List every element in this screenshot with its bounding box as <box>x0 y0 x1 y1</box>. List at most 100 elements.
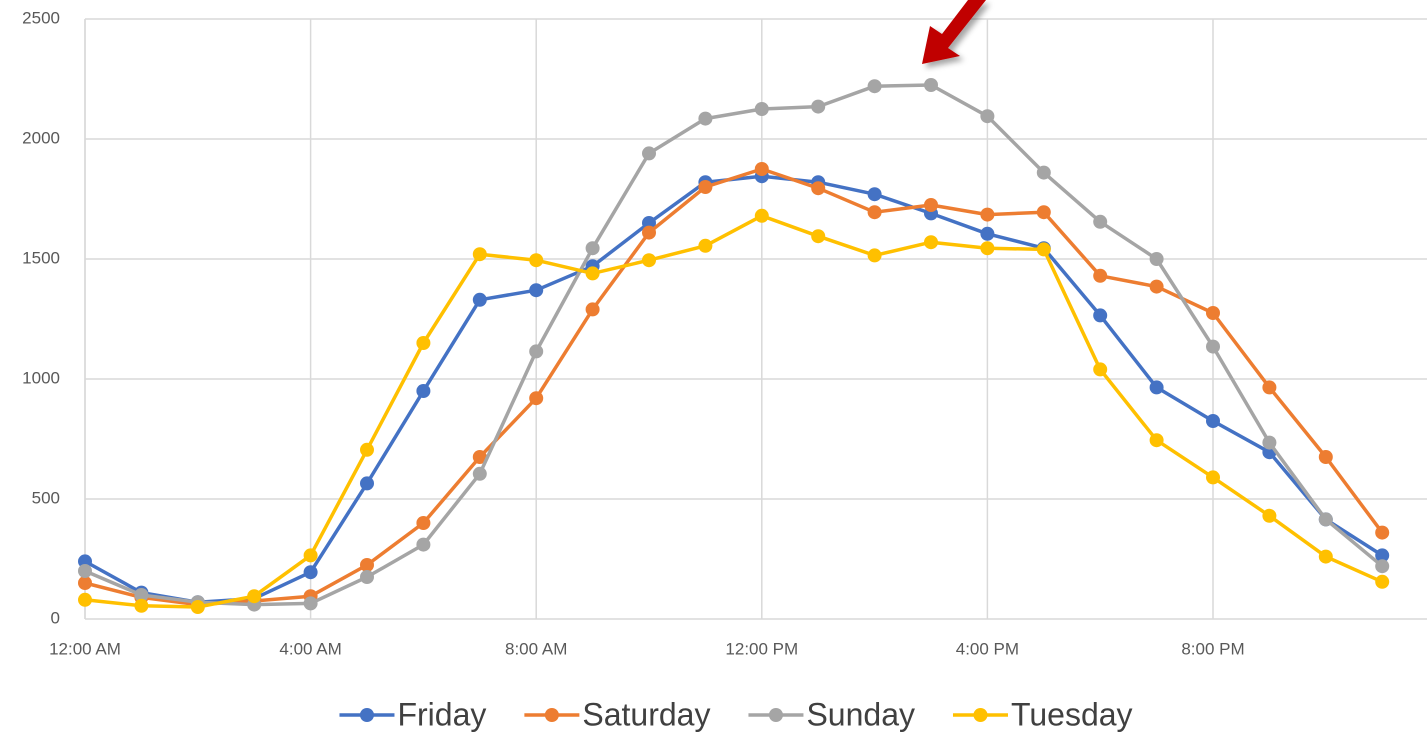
annotation-arrow <box>922 0 986 64</box>
point <box>1206 414 1220 428</box>
point <box>416 516 431 530</box>
x-tick-label: 8:00 AM <box>505 639 567 658</box>
point <box>78 554 92 569</box>
point <box>1149 252 1164 266</box>
legend-marker <box>768 708 783 722</box>
point <box>1375 525 1390 540</box>
point <box>1149 433 1164 448</box>
legend-text: Saturday <box>582 696 710 732</box>
point <box>1036 205 1051 220</box>
legend-marker <box>544 708 559 722</box>
point <box>924 78 938 92</box>
point <box>1262 435 1277 450</box>
point <box>698 180 713 194</box>
point <box>1375 574 1390 589</box>
point <box>924 235 938 250</box>
series-line <box>84 83 1384 607</box>
point <box>698 111 713 126</box>
point <box>303 548 318 563</box>
legend-marker <box>359 708 374 722</box>
point <box>1093 308 1108 323</box>
point <box>867 187 882 202</box>
y-tick-label: 500 <box>32 488 60 507</box>
point <box>303 565 318 580</box>
point <box>303 596 318 611</box>
point <box>190 600 205 614</box>
point <box>529 391 544 406</box>
point <box>585 241 600 256</box>
point <box>360 442 374 457</box>
point <box>134 598 149 613</box>
point <box>472 247 487 262</box>
point <box>1318 450 1333 464</box>
legend-marker <box>973 708 988 722</box>
point <box>247 589 262 604</box>
point <box>642 253 656 268</box>
x-tick-label: 12:00 AM <box>49 639 121 658</box>
point <box>980 241 995 256</box>
point <box>811 99 826 114</box>
point <box>1093 214 1108 229</box>
point <box>360 558 374 572</box>
point <box>867 205 882 220</box>
legend-text: Friday <box>397 696 486 732</box>
point <box>1262 380 1277 395</box>
point <box>1093 268 1108 283</box>
y-tick-label: 1500 <box>22 248 60 267</box>
legend: Friday Saturday Sunday Tuesday <box>339 696 1133 732</box>
point <box>585 266 600 281</box>
point <box>472 450 487 464</box>
point <box>529 253 544 268</box>
point <box>867 248 882 263</box>
point <box>416 336 431 350</box>
point <box>980 109 995 124</box>
point <box>811 229 826 244</box>
legend-text: Sunday <box>806 696 915 732</box>
point <box>811 181 826 196</box>
point <box>472 466 487 481</box>
point <box>698 238 713 253</box>
point <box>642 216 656 230</box>
point <box>1206 470 1220 485</box>
point <box>1262 508 1277 523</box>
point <box>1206 339 1220 354</box>
point <box>1318 512 1333 527</box>
point <box>360 570 374 584</box>
point <box>754 102 769 116</box>
point <box>78 564 92 578</box>
point <box>529 344 544 359</box>
legend-text: Tuesday <box>1011 696 1133 732</box>
x-tick-label: 12:00 PM <box>725 639 798 658</box>
point <box>754 208 769 223</box>
point <box>416 537 431 552</box>
point <box>472 292 487 307</box>
x-tick-label: 8:00 PM <box>1181 639 1244 658</box>
point <box>529 283 544 298</box>
x-tick-label: 4:00 AM <box>279 639 341 658</box>
point <box>642 146 656 161</box>
y-tick-label: 1000 <box>22 368 60 387</box>
y-tick-label: 2500 <box>22 8 60 27</box>
point <box>924 198 938 212</box>
point <box>754 162 769 176</box>
point <box>1206 306 1220 320</box>
series-line <box>84 167 1384 607</box>
point <box>1036 165 1051 180</box>
point <box>1318 549 1333 564</box>
point <box>134 588 149 602</box>
point <box>1036 242 1051 257</box>
point <box>1093 362 1108 377</box>
point <box>867 79 882 94</box>
point <box>78 576 92 590</box>
point <box>360 476 374 491</box>
point <box>1375 548 1390 563</box>
point <box>642 225 656 240</box>
point <box>78 592 92 607</box>
y-tick-label: 0 <box>51 608 60 627</box>
point <box>585 302 600 317</box>
point <box>980 207 995 222</box>
point <box>1149 380 1164 395</box>
series-line <box>84 214 1383 609</box>
point <box>416 384 431 398</box>
